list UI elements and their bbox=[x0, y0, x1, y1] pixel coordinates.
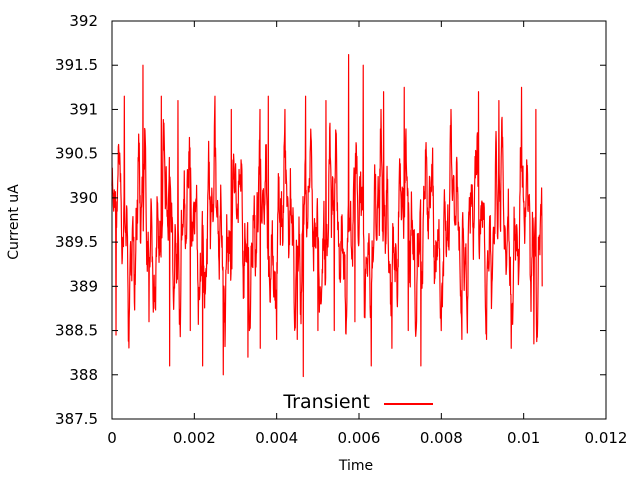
legend-label-transient: Transient bbox=[282, 391, 370, 413]
x-tick-label: 0.01 bbox=[507, 429, 540, 447]
y-tick-label: 389 bbox=[69, 277, 98, 295]
y-tick-label: 391 bbox=[69, 100, 98, 118]
y-tick-label: 388 bbox=[69, 366, 98, 384]
x-axis-label: Time bbox=[338, 458, 373, 474]
x-tick-label: 0.008 bbox=[420, 429, 463, 447]
y-tick-label: 389.5 bbox=[55, 233, 98, 251]
legend: Transient bbox=[282, 391, 433, 413]
y-axis-label: Current uA bbox=[6, 184, 22, 260]
x-tick-label: 0.006 bbox=[338, 429, 381, 447]
y-axis-ticks: 387.5 388 388.5 389 389.5 390 390.5 391 391.5 392 bbox=[55, 12, 606, 428]
y-tick-label: 392 bbox=[69, 12, 98, 30]
series-line-transient bbox=[111, 54, 543, 378]
x-tick-label: 0.004 bbox=[255, 429, 298, 447]
x-tick-label: 0.012 bbox=[585, 429, 628, 447]
y-tick-label: 390 bbox=[69, 189, 98, 207]
x-axis-ticks: 0 0.002 0.004 0.006 0.008 0.01 0.012 bbox=[107, 21, 627, 447]
plot-area bbox=[111, 54, 543, 378]
y-tick-label: 387.5 bbox=[55, 410, 98, 428]
y-tick-label: 388.5 bbox=[55, 322, 98, 340]
x-tick-label: 0 bbox=[107, 429, 117, 447]
y-tick-label: 390.5 bbox=[55, 145, 98, 163]
x-tick-label: 0.002 bbox=[173, 429, 216, 447]
y-tick-label: 391.5 bbox=[55, 56, 98, 74]
